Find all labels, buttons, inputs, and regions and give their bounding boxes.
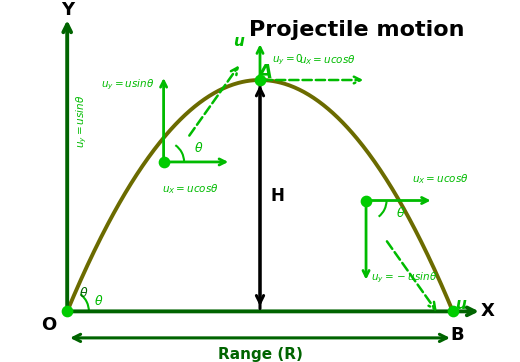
Point [63,308,71,314]
Point [362,198,370,203]
Text: $u_y = -usin\theta$: $u_y = -usin\theta$ [371,270,437,285]
Text: $\theta$: $\theta$ [193,142,203,155]
Text: X: X [480,302,495,320]
Text: A: A [257,63,272,82]
Text: u: u [455,296,466,312]
Point [256,77,264,83]
Text: Y: Y [61,1,74,19]
Text: B: B [451,326,464,344]
Text: Range (R): Range (R) [217,346,303,362]
Text: u: u [233,34,244,49]
Text: $u_X = ucos\theta$: $u_X = ucos\theta$ [299,53,356,67]
Text: $\theta$: $\theta$ [396,206,406,220]
Text: $\theta$: $\theta$ [80,286,89,300]
Text: $u_y = usin\theta$: $u_y = usin\theta$ [101,77,155,92]
Text: $u_X = ucos\theta$: $u_X = ucos\theta$ [162,182,218,196]
Text: O: O [41,316,57,334]
Text: $u_X = ucos\theta$: $u_X = ucos\theta$ [412,172,469,186]
Text: $u_y = usin\theta$: $u_y = usin\theta$ [74,94,89,148]
Point [449,308,457,314]
Text: H: H [270,187,284,205]
Text: $\theta$: $\theta$ [94,294,103,308]
Text: Projectile motion: Projectile motion [249,20,464,40]
Point [160,159,168,165]
Text: $u_y = 0$: $u_y = 0$ [272,52,304,67]
